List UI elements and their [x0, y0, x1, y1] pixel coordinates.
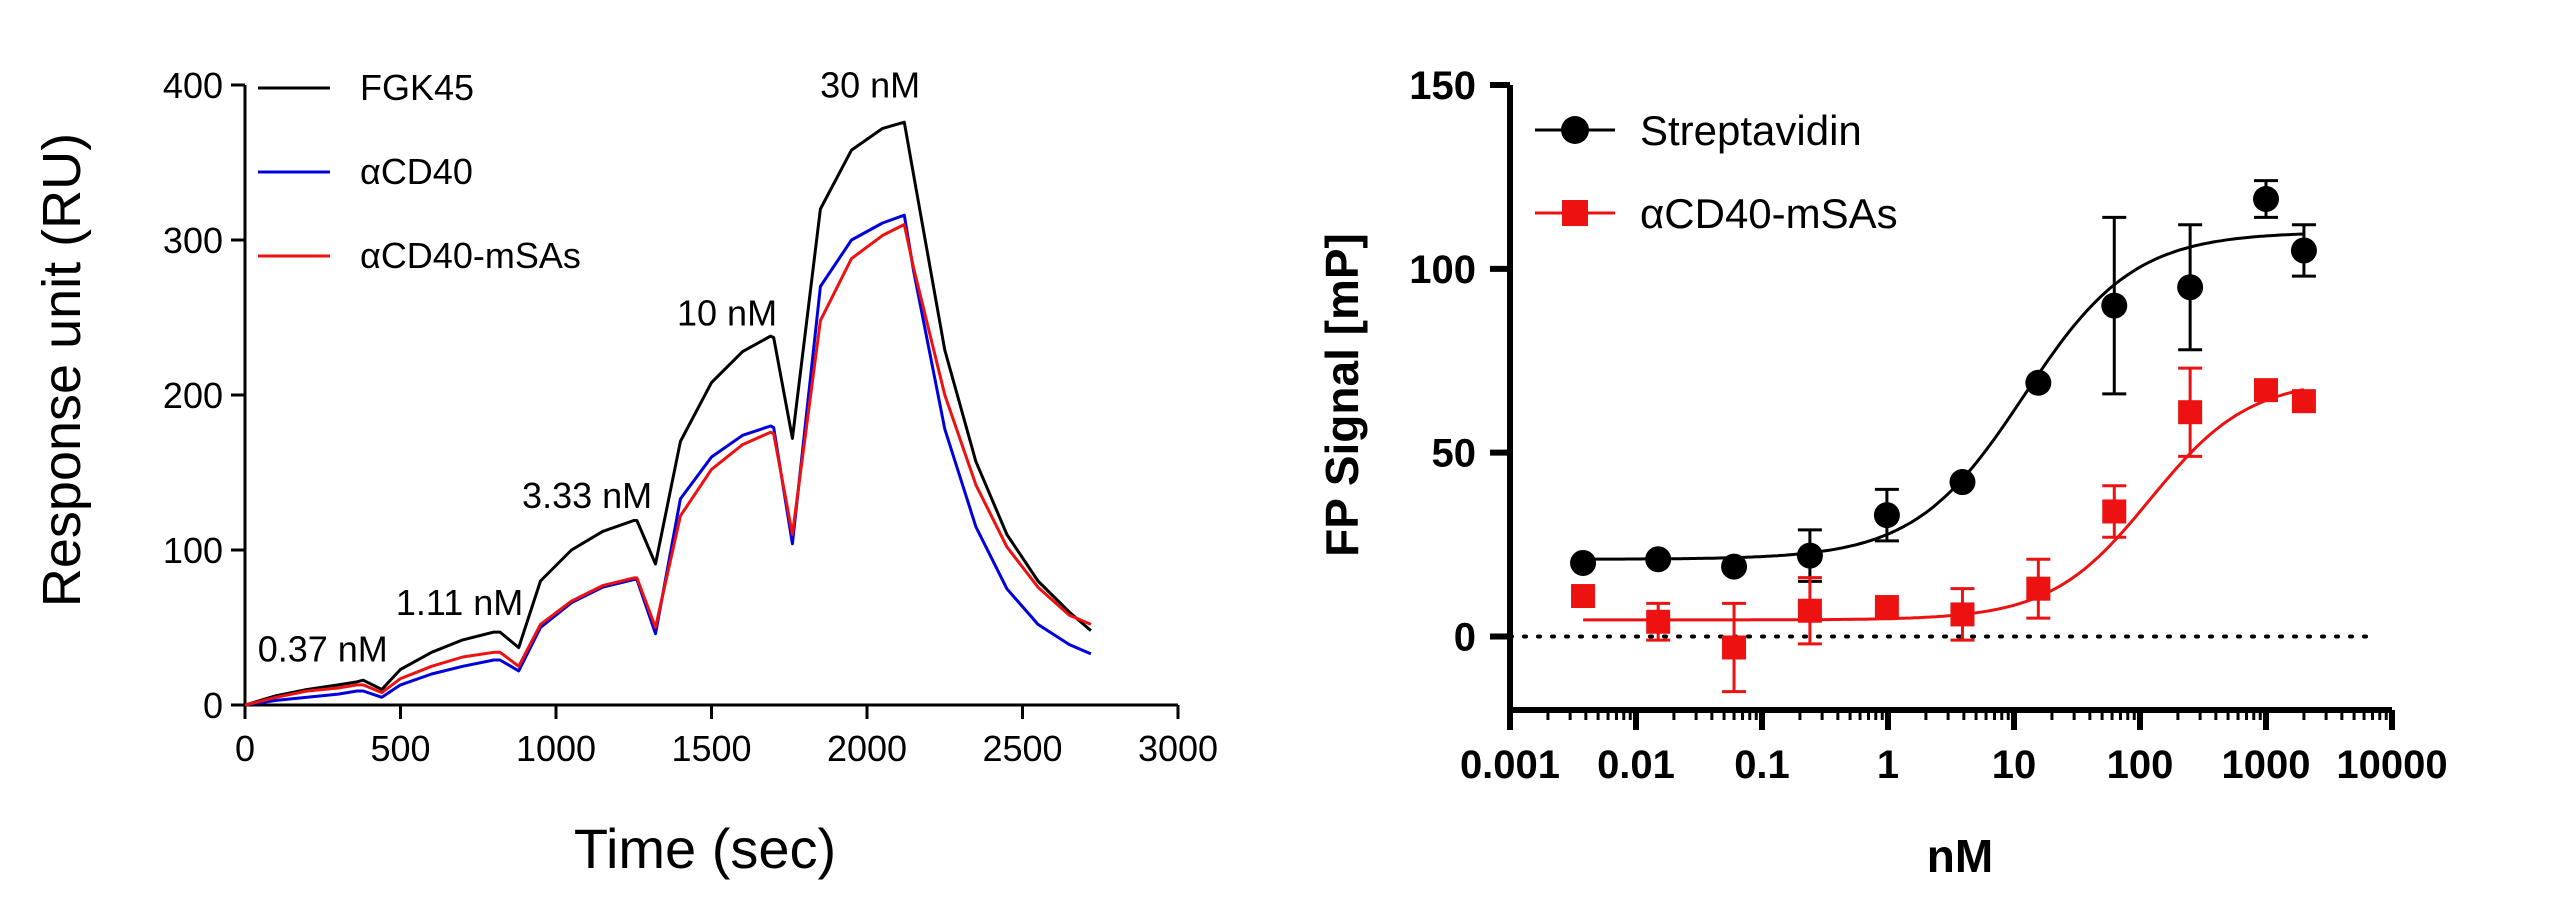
data-point-circle	[2290, 237, 2317, 264]
right-x-tick-label: 1	[1877, 743, 1899, 787]
left-x-tick-label: 3000	[1138, 728, 1218, 769]
left-x-axis-label: Time (sec)	[574, 817, 836, 880]
left-y-tick-label: 100	[163, 530, 223, 571]
data-point-square	[2102, 499, 2127, 524]
concentration-annotation: 10 nM	[677, 292, 777, 333]
right-x-tick-label: 0.01	[1597, 743, 1675, 787]
concentration-annotation: 30 nM	[820, 64, 920, 105]
right-legend-label: αCD40-mSAs	[1640, 190, 1898, 237]
left-x-tick-label: 0	[235, 728, 255, 769]
data-point-square	[1722, 635, 1747, 660]
left-y-axis-label: Response unit (RU)	[32, 133, 92, 607]
left-legend-label: FGK45	[360, 67, 474, 108]
right-x-axis-label: nM	[1927, 830, 1993, 882]
right-y-tick-label: 0	[1454, 615, 1476, 659]
data-point-circle	[1721, 553, 1748, 580]
left-legend-label: αCD40	[360, 151, 473, 192]
concentration-annotation: 1.11 nM	[396, 582, 523, 623]
right-legend: Streptavidin αCD40-mSAs	[1535, 107, 1898, 237]
concentration-annotation: 3.33 nM	[522, 475, 652, 516]
right-y-axis-label: FP Signal [mP]	[1316, 233, 1368, 557]
sensorgram-chart: Response unit (RU) Time (sec) 0 500 1000 15…	[32, 64, 1218, 880]
right-x-tick-label: 0.1	[1734, 743, 1790, 787]
data-point-circle	[2101, 292, 2128, 319]
left-legend-label: αCD40-mSAs	[360, 235, 581, 276]
left-x-tick-label: 2500	[982, 728, 1062, 769]
data-point-square	[1571, 584, 1596, 609]
left-y-tick-label: 300	[163, 220, 223, 261]
right-x-tick-label: 0.001	[1460, 743, 1560, 787]
left-x-tick-label: 1000	[516, 728, 596, 769]
data-point-square	[2291, 389, 2316, 414]
data-point-square	[2254, 378, 2278, 403]
data-point-circle	[1570, 549, 1597, 576]
left-x-tick-label: 1500	[671, 728, 751, 769]
right-x-tick-label: 10000	[2336, 743, 2447, 787]
left-x-tick-label: 2000	[827, 728, 907, 769]
right-y-tick-label: 150	[1409, 64, 1476, 108]
left-y-tick-label: 200	[163, 375, 223, 416]
left-x-tick-label: 500	[370, 728, 430, 769]
left-y-tick-label: 0	[203, 685, 223, 726]
data-point-circle	[1645, 546, 1672, 573]
right-y-tick-label: 100	[1409, 248, 1476, 292]
data-point-circle	[2025, 369, 2052, 396]
right-fit-curve-0	[1583, 232, 2304, 561]
left-series-line-2	[244, 223, 1092, 707]
right-fit-curve-1	[1583, 388, 2305, 622]
left-legend: FGK45 αCD40 αCD40-mSAs	[258, 67, 581, 276]
data-point-circle	[2253, 185, 2279, 212]
right-legend-marker	[1562, 200, 1588, 226]
data-point-circle	[1796, 542, 1823, 569]
data-point-circle	[2177, 274, 2204, 301]
right-x-tick-label: 1000	[2222, 743, 2311, 787]
right-legend-label: Streptavidin	[1640, 107, 1862, 154]
fp-binding-chart: FP Signal [mP] nM 0.001 0.01 0.1 1 10 100 1000…	[1316, 64, 2448, 882]
right-y-tick-label: 50	[1432, 432, 1477, 476]
left-y-tick-label: 400	[163, 65, 223, 106]
right-x-tick-label: 100	[2107, 743, 2174, 787]
concentration-annotation: 0.37 nM	[258, 629, 388, 670]
right-x-tick-label: 10	[1992, 743, 2037, 787]
data-point-square	[1646, 609, 1671, 634]
left-series-line-0	[244, 120, 1092, 707]
data-point-circle	[1949, 469, 1976, 496]
data-point-square	[1797, 598, 1822, 623]
data-point-square	[1874, 595, 1899, 620]
data-point-square	[2026, 576, 2051, 601]
data-point-square	[1950, 602, 1975, 627]
data-point-square	[2178, 400, 2203, 425]
right-legend-marker	[1561, 116, 1589, 144]
data-point-circle	[1873, 502, 1900, 529]
